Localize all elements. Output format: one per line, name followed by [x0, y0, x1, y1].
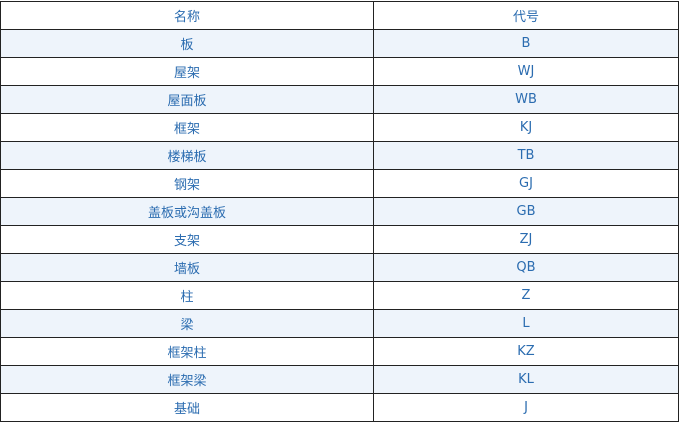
name-cell: 框架柱	[0, 337, 374, 366]
table-row: 楼梯板 TB	[0, 141, 679, 170]
table-row: 框架柱 KZ	[0, 337, 679, 366]
code-cell: Z	[373, 281, 679, 310]
table-row: 框架 KJ	[0, 113, 679, 142]
table-row: 钢架 GJ	[0, 169, 679, 198]
code-cell: L	[373, 309, 679, 338]
name-cell: 基础	[0, 393, 374, 422]
table-row: 基础 J	[0, 393, 679, 422]
table-row: 屋面板 WB	[0, 85, 679, 114]
header-row: 名称 代号	[0, 1, 679, 30]
code-cell: J	[373, 393, 679, 422]
name-cell: 楼梯板	[0, 141, 374, 170]
code-cell: GB	[373, 197, 679, 226]
name-cell: 梁	[0, 309, 374, 338]
code-cell: B	[373, 29, 679, 58]
name-cell: 屋架	[0, 57, 374, 86]
code-cell: KL	[373, 365, 679, 394]
code-cell: TB	[373, 141, 679, 170]
code-cell: WB	[373, 85, 679, 114]
table-row: 墙板 QB	[0, 253, 679, 282]
code-cell: KZ	[373, 337, 679, 366]
name-cell: 板	[0, 29, 374, 58]
table-row: 盖板或沟盖板 GB	[0, 197, 679, 226]
name-cell: 支架	[0, 225, 374, 254]
name-cell: 柱	[0, 281, 374, 310]
name-cell: 盖板或沟盖板	[0, 197, 374, 226]
code-cell: ZJ	[373, 225, 679, 254]
code-cell: KJ	[373, 113, 679, 142]
name-cell: 钢架	[0, 169, 374, 198]
code-cell: GJ	[373, 169, 679, 198]
name-cell: 墙板	[0, 253, 374, 282]
name-cell: 屋面板	[0, 85, 374, 114]
table-row: 屋架 WJ	[0, 57, 679, 86]
header-code: 代号	[373, 1, 679, 30]
table-row: 框架梁 KL	[0, 365, 679, 394]
code-cell: QB	[373, 253, 679, 282]
code-cell: WJ	[373, 57, 679, 86]
name-cell: 框架梁	[0, 365, 374, 394]
header-name: 名称	[0, 1, 374, 30]
name-cell: 框架	[0, 113, 374, 142]
table-row: 支架 ZJ	[0, 225, 679, 254]
